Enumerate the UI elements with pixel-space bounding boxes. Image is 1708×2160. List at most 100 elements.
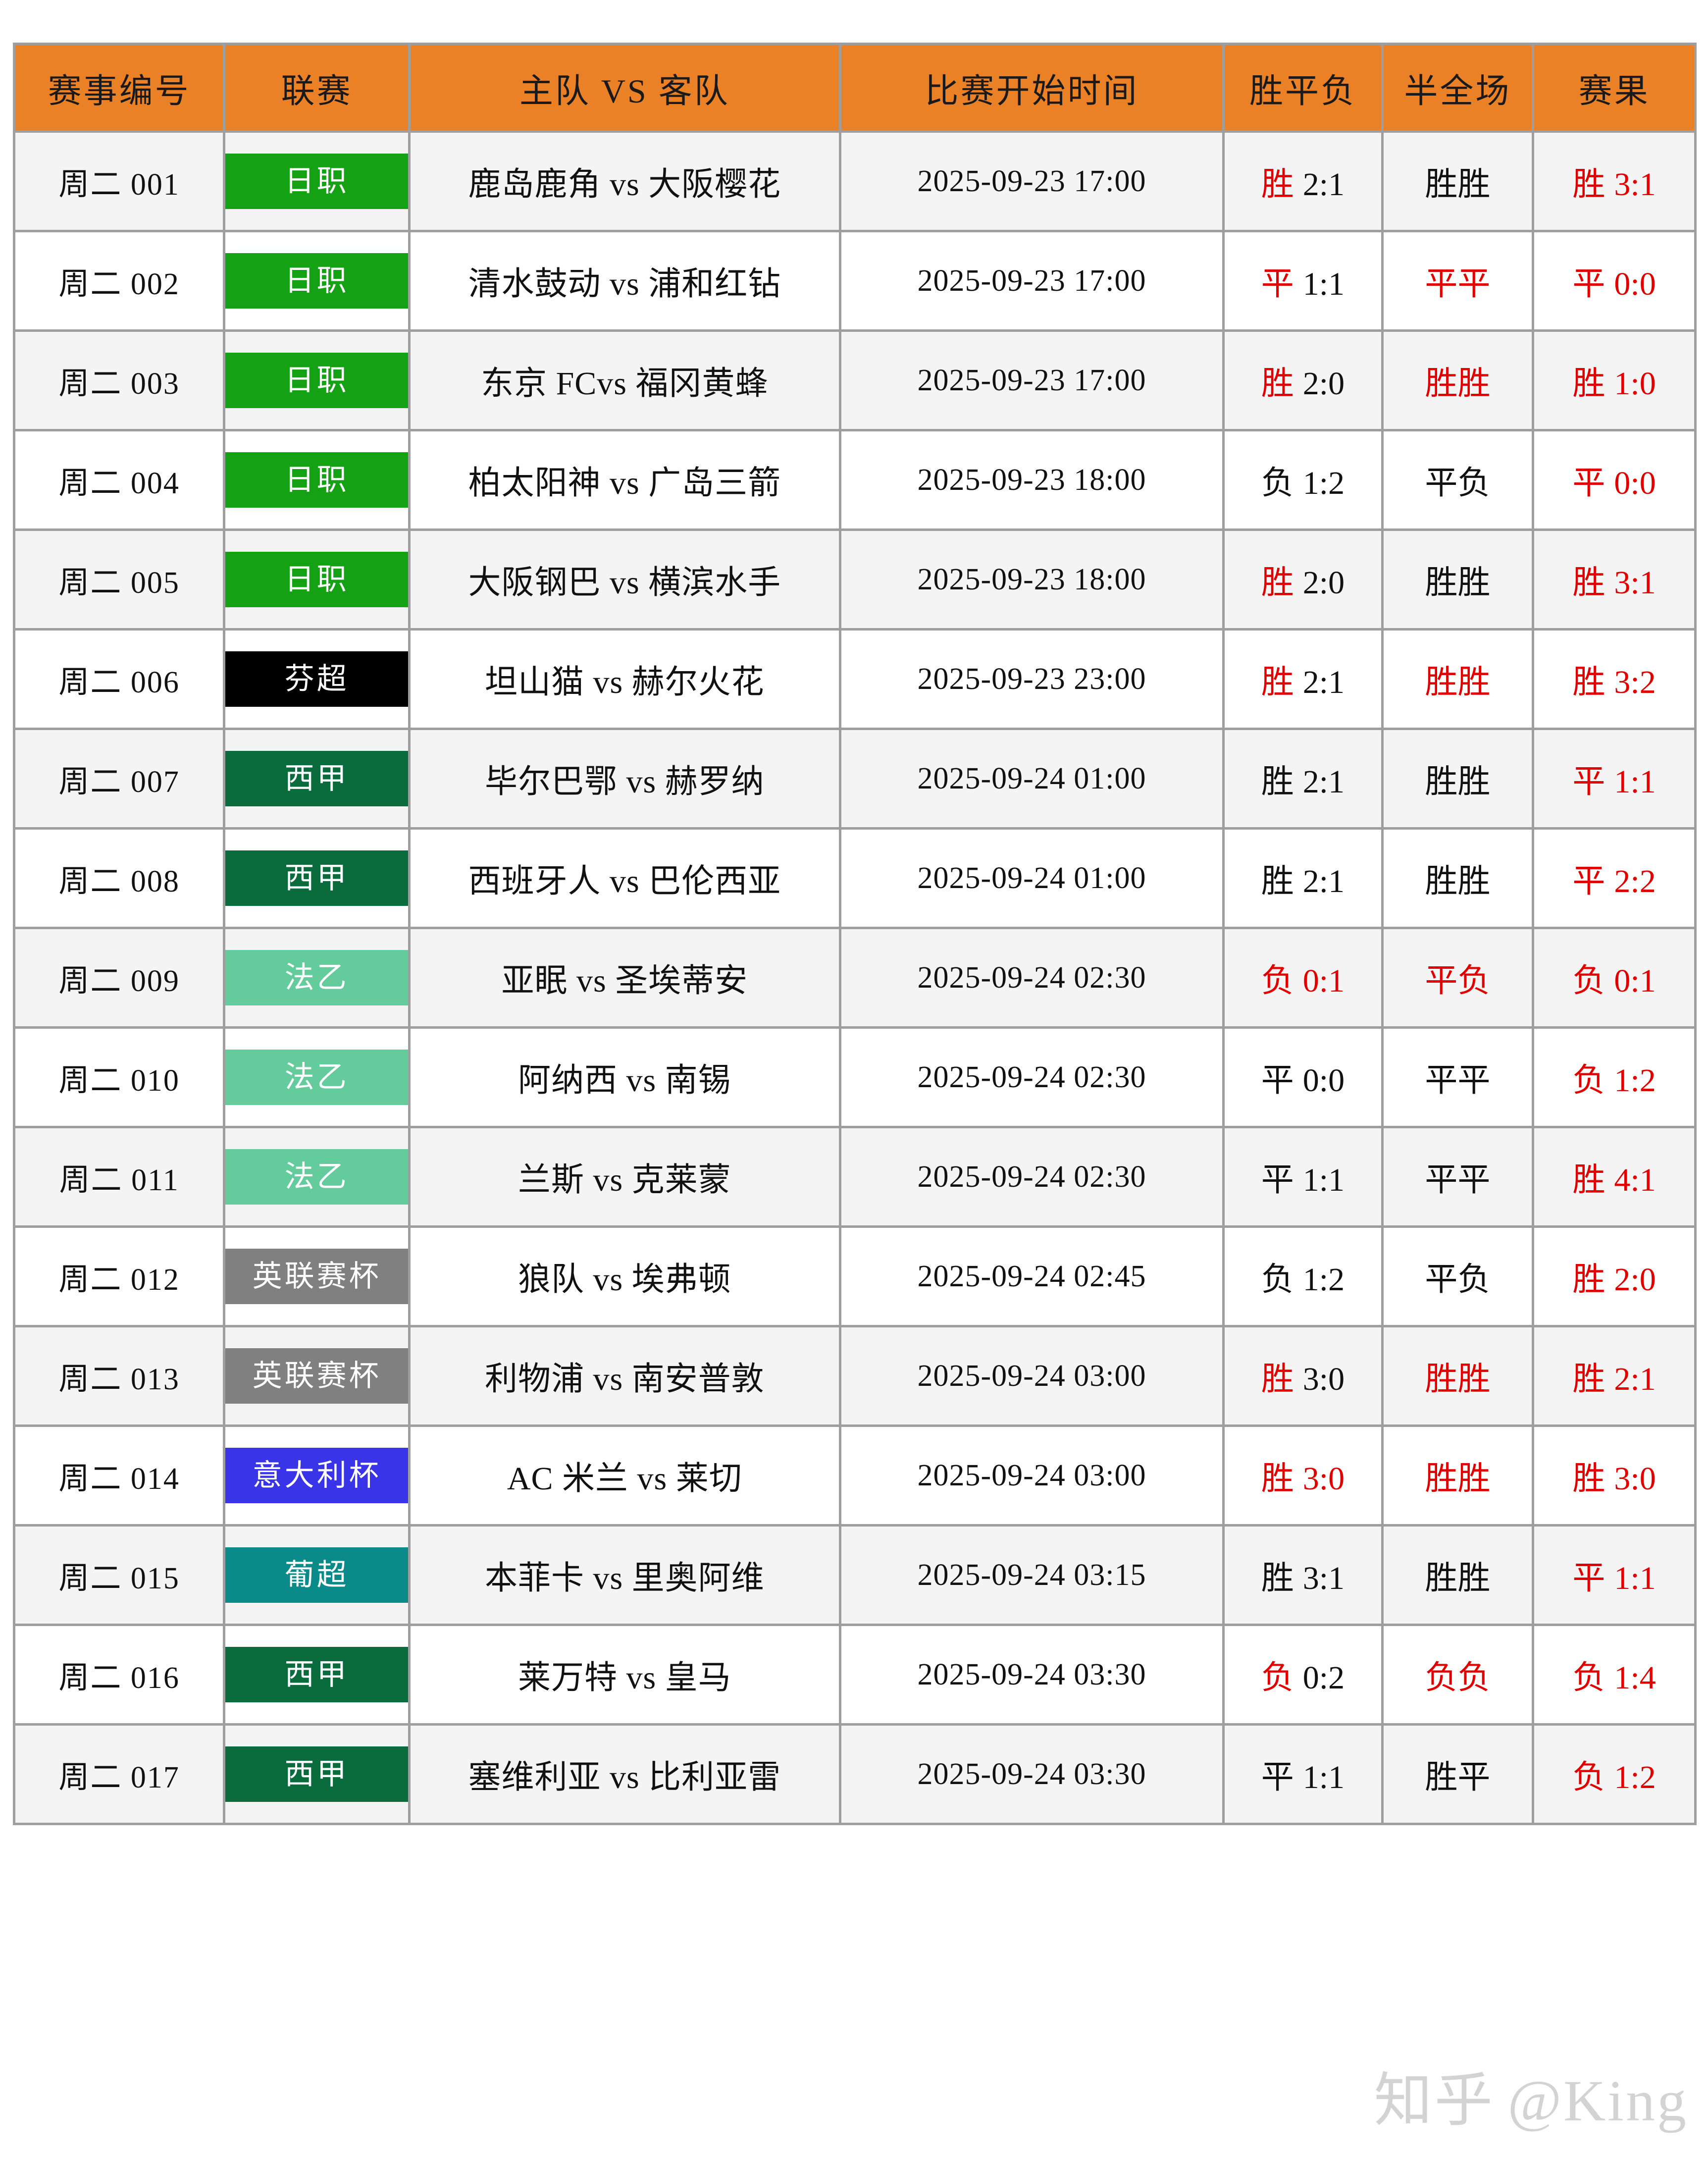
halftime-fulltime-value: 负负 [1425,1660,1491,1696]
match-number-cell: 周二 004 [12,429,226,531]
result-cell-mark: 负 [1572,1062,1605,1099]
kickoff-time-cell: 2025-09-23 23:00 [838,628,1225,730]
wdl-cell-mark: 负 [1261,465,1294,501]
match-number-cell: 周二 015 [12,1524,226,1626]
result-cell: 胜 2:0 [1532,1225,1697,1327]
wdl-cell-score: 2:1 [1302,664,1345,700]
wdl-cell-score: 1:1 [1302,1162,1345,1198]
result-cell-score: 2:2 [1614,863,1656,899]
result-cell-score: 1:2 [1614,1759,1656,1795]
wdl-cell-score: 1:1 [1302,1759,1345,1795]
wdl-cell-mark: 平 [1261,1062,1294,1099]
match-results-table: 赛事编号 联赛 主队 VS 客队 比赛开始时间 胜平负 半全场 赛果 周二 00… [12,43,1697,1825]
wdl-cell-score: 3:1 [1302,1560,1345,1596]
league-cell: 日职 [223,230,411,332]
result-cell: 平 1:1 [1532,728,1697,830]
halftime-fulltime-value: 胜胜 [1425,1461,1491,1497]
league-badge: 日职 [226,452,407,508]
table-row: 周二 016 西甲 莱万特 vs 皇马 2025-09-24 03:30 负 0:2 负负负… [12,1624,1697,1726]
match-number-cell: 周二 011 [12,1126,226,1228]
column-header-match-no: 赛事编号 [12,43,226,133]
result-cell: 平 0:0 [1532,230,1697,332]
column-header-result: 赛果 [1532,43,1697,133]
halftime-fulltime-cell: 胜胜 [1381,130,1535,232]
wdl-cell: 平 1:1 [1222,230,1384,332]
watermark: 知乎 @King [1374,2053,1688,2137]
result-cell: 胜 3:1 [1532,130,1697,232]
fixture-cell: 莱万特 vs 皇马 [408,1624,841,1726]
fixture-cell: AC 米兰 vs 莱切 [408,1424,841,1527]
result-cell-score: 3:2 [1614,664,1656,700]
result-cell-mark: 胜 [1572,166,1605,203]
wdl-cell-mark: 负 [1261,1262,1294,1298]
column-header-halftime-fulltime: 半全场 [1381,43,1535,133]
halftime-fulltime-value: 平负 [1425,1262,1491,1298]
league-badge: 法乙 [226,1050,407,1105]
wdl-cell-mark: 胜 [1261,1461,1294,1497]
halftime-fulltime-value: 平负 [1425,963,1491,999]
league-badge: 芬超 [226,651,407,707]
table-row: 周二 010 法乙 阿纳西 vs 南锡 2025-09-24 02:30 平 0:0 平平负… [12,1026,1697,1128]
result-cell-score: 1:1 [1614,764,1656,800]
league-badge: 西甲 [226,1746,407,1802]
wdl-cell: 胜 3:0 [1222,1424,1384,1527]
result-cell-mark: 胜 [1572,1262,1605,1298]
league-cell: 法乙 [223,927,411,1029]
wdl-cell-score: 2:1 [1302,863,1345,899]
league-cell: 西甲 [223,728,411,830]
halftime-fulltime-value: 胜胜 [1425,863,1491,899]
kickoff-time-cell: 2025-09-24 03:30 [838,1624,1225,1726]
result-cell: 胜 3:0 [1532,1424,1697,1527]
result-cell-score: 1:2 [1614,1062,1656,1099]
wdl-cell: 胜 2:1 [1222,827,1384,929]
result-cell-mark: 胜 [1572,1361,1605,1397]
result-cell-score: 0:0 [1614,266,1656,302]
match-number-cell: 周二 014 [12,1424,226,1527]
wdl-cell: 胜 2:1 [1222,130,1384,232]
league-badge: 法乙 [226,950,407,1005]
wdl-cell-score: 3:0 [1302,1461,1345,1497]
match-number-cell: 周二 003 [12,329,226,431]
kickoff-time-cell: 2025-09-24 03:00 [838,1325,1225,1427]
kickoff-time-cell: 2025-09-24 02:30 [838,1126,1225,1228]
result-cell-score: 4:1 [1614,1162,1656,1198]
league-cell: 日职 [223,329,411,431]
fixture-cell: 清水鼓动 vs 浦和红钻 [408,230,841,332]
league-badge: 英联赛杯 [226,1348,407,1404]
halftime-fulltime-value: 平平 [1425,266,1491,302]
halftime-fulltime-cell: 胜胜 [1381,1325,1535,1427]
halftime-fulltime-value: 胜平 [1425,1759,1491,1795]
result-cell-score: 1:4 [1614,1660,1656,1696]
halftime-fulltime-cell: 胜胜 [1381,728,1535,830]
halftime-fulltime-value: 胜胜 [1425,764,1491,800]
wdl-cell-score: 1:1 [1302,266,1345,302]
result-cell-mark: 负 [1572,963,1605,999]
result-cell-mark: 平 [1572,764,1605,800]
wdl-cell-mark: 胜 [1261,565,1294,601]
fixture-cell: 兰斯 vs 克莱蒙 [408,1126,841,1228]
match-number-cell: 周二 009 [12,927,226,1029]
halftime-fulltime-cell: 胜胜 [1381,827,1535,929]
table-row: 周二 001 日职 鹿岛鹿角 vs 大阪樱花 2025-09-23 17:00 胜 2:1… [12,130,1697,232]
result-cell-mark: 平 [1572,1560,1605,1596]
match-number-cell: 周二 017 [12,1723,226,1825]
halftime-fulltime-value: 胜胜 [1425,565,1491,601]
kickoff-time-cell: 2025-09-23 18:00 [838,429,1225,531]
wdl-cell: 胜 3:1 [1222,1524,1384,1626]
league-badge: 法乙 [226,1149,407,1205]
match-number-cell: 周二 005 [12,528,226,631]
table-row: 周二 009 法乙 亚眠 vs 圣埃蒂安 2025-09-24 02:30 负 0:1 平负… [12,927,1697,1029]
result-cell-mark: 平 [1572,863,1605,899]
wdl-cell: 胜 2:0 [1222,528,1384,631]
kickoff-time-cell: 2025-09-23 18:00 [838,528,1225,631]
league-cell: 日职 [223,130,411,232]
league-cell: 芬超 [223,628,411,730]
result-cell: 平 1:1 [1532,1524,1697,1626]
result-cell-score: 2:0 [1614,1262,1656,1298]
fixture-cell: 坦山猫 vs 赫尔火花 [408,628,841,730]
wdl-cell-score: 2:1 [1302,166,1345,203]
league-badge: 意大利杯 [226,1448,407,1503]
fixture-cell: 毕尔巴鄂 vs 赫罗纳 [408,728,841,830]
wdl-cell-score: 1:2 [1302,1262,1345,1298]
table-row: 周二 005 日职 大阪钢巴 vs 横滨水手 2025-09-23 18:00 胜 2:0… [12,528,1697,631]
